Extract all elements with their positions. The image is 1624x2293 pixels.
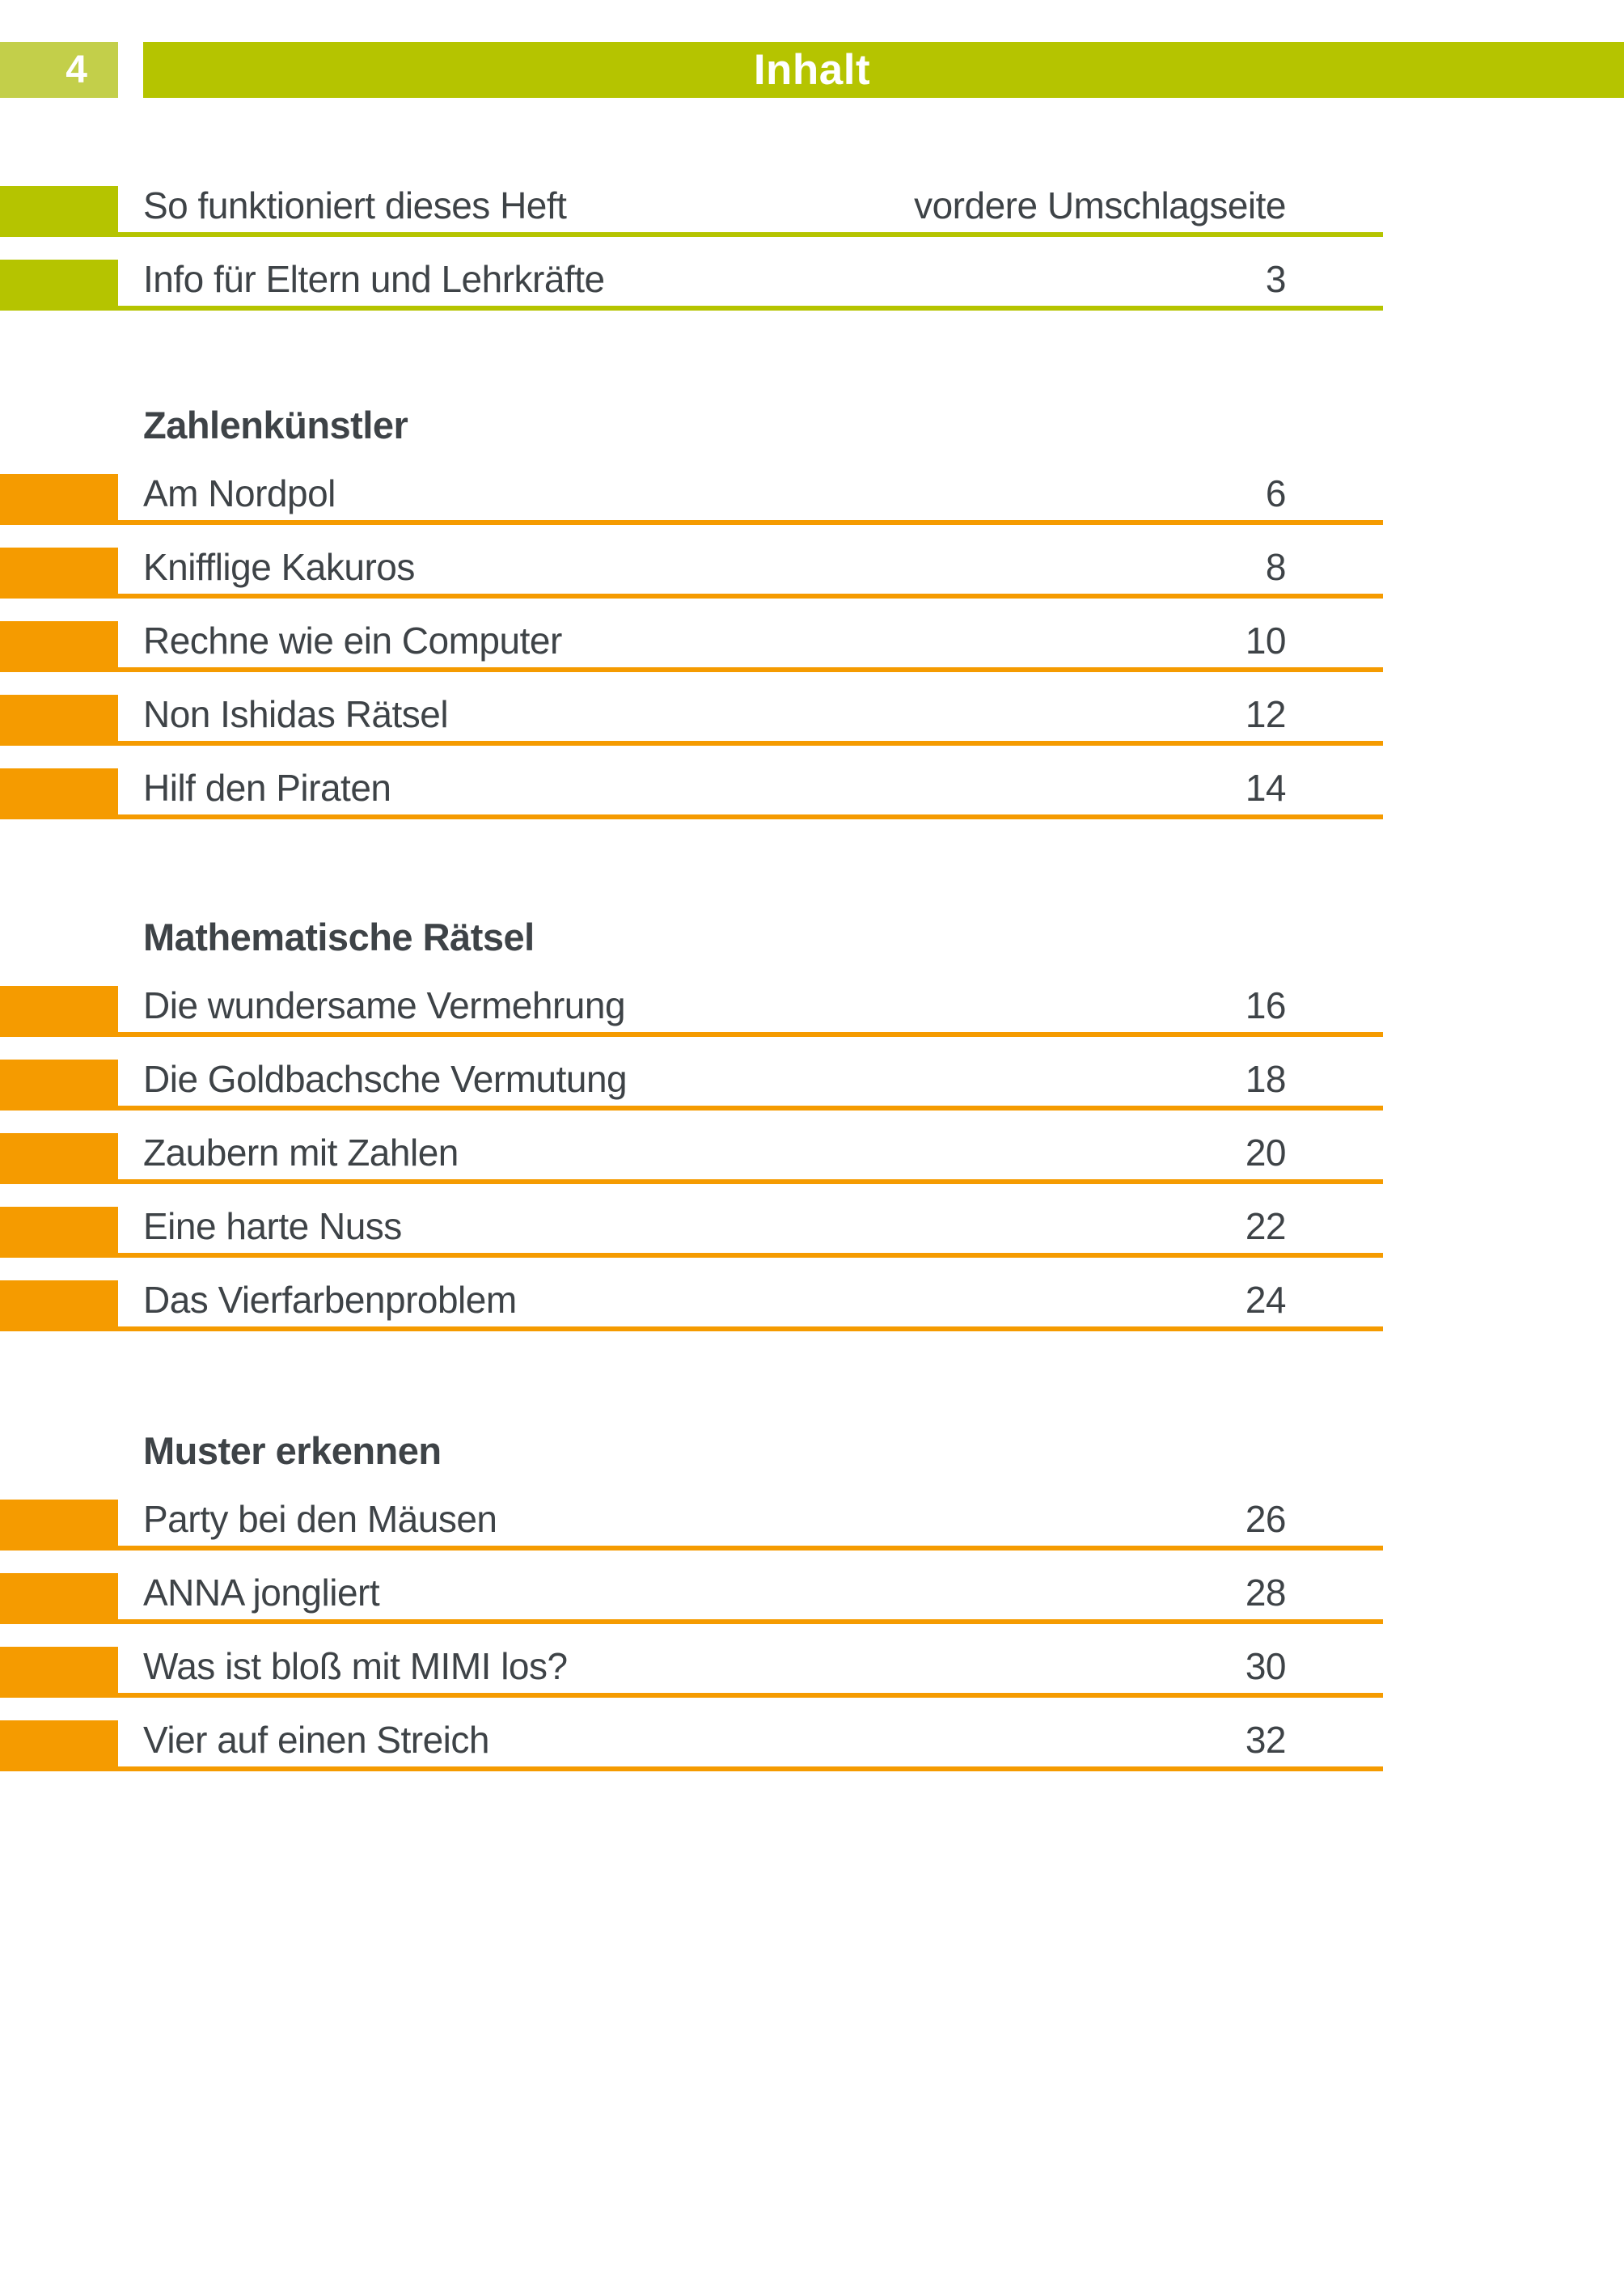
toc-entry-title: Party bei den Mäusen bbox=[143, 1498, 497, 1541]
row-underline bbox=[118, 232, 1383, 237]
row-marker bbox=[0, 768, 118, 819]
row-marker bbox=[0, 621, 118, 672]
section-heading: Muster erkennen bbox=[0, 1331, 1624, 1477]
row-underline bbox=[118, 814, 1383, 819]
toc-row: Das Vierfarbenproblem 24 bbox=[0, 1258, 1624, 1331]
toc-row: Zaubern mit Zahlen 20 bbox=[0, 1111, 1624, 1184]
toc-entry-title: Rechne wie ein Computer bbox=[143, 620, 562, 662]
toc-row: Am Nordpol 6 bbox=[0, 451, 1624, 525]
row-underline bbox=[118, 1106, 1383, 1111]
toc-entry-page: 20 bbox=[1245, 1132, 1287, 1174]
row-underline bbox=[118, 1032, 1383, 1037]
page-header: 4 Inhalt bbox=[0, 42, 1624, 98]
toc-entry-page: vordere Umschlagseite bbox=[914, 184, 1286, 227]
toc-row: Info für Eltern und Lehrkräfte 3 bbox=[0, 237, 1624, 311]
row-underline bbox=[118, 1619, 1383, 1624]
row-underline bbox=[118, 1326, 1383, 1331]
section-heading-text: Mathematische Rätsel bbox=[143, 916, 535, 959]
header-bar bbox=[143, 42, 1624, 98]
toc-row: Party bei den Mäusen 26 bbox=[0, 1477, 1624, 1551]
row-underline bbox=[118, 1546, 1383, 1551]
toc-row: Rechne wie ein Computer 10 bbox=[0, 599, 1624, 672]
row-marker bbox=[0, 260, 118, 311]
toc-row: Knifflige Kakuros 8 bbox=[0, 525, 1624, 599]
toc-row: ANNA jongliert 28 bbox=[0, 1551, 1624, 1624]
row-underline bbox=[118, 1253, 1383, 1258]
page-title: Inhalt bbox=[753, 46, 871, 94]
row-marker bbox=[0, 1573, 118, 1624]
row-underline bbox=[118, 741, 1383, 746]
toc-entry-title: Die wundersame Vermehrung bbox=[143, 984, 626, 1027]
toc-entry-title: Non Ishidas Rätsel bbox=[143, 693, 449, 736]
toc-entry-title: Am Nordpol bbox=[143, 472, 336, 515]
toc-entry-title: Was ist bloß mit MIMI los? bbox=[143, 1645, 568, 1688]
row-underline bbox=[118, 667, 1383, 672]
toc-row: Vier auf einen Streich 32 bbox=[0, 1698, 1624, 1771]
row-marker bbox=[0, 1133, 118, 1184]
toc-row: Die wundersame Vermehrung 16 bbox=[0, 963, 1624, 1037]
toc-row: Non Ishidas Rätsel 12 bbox=[0, 672, 1624, 746]
toc-entry-page: 6 bbox=[1265, 472, 1287, 515]
row-underline bbox=[118, 1766, 1383, 1771]
toc-entry-page: 14 bbox=[1245, 767, 1287, 810]
row-marker bbox=[0, 1720, 118, 1771]
row-marker bbox=[0, 1500, 118, 1551]
toc-entry-title: Eine harte Nuss bbox=[143, 1205, 402, 1248]
row-marker bbox=[0, 474, 118, 525]
row-underline bbox=[118, 1693, 1383, 1698]
toc-row: Eine harte Nuss 22 bbox=[0, 1184, 1624, 1258]
toc-entry-title: Die Goldbachsche Vermutung bbox=[143, 1058, 628, 1101]
toc-entry-page: 12 bbox=[1245, 693, 1287, 736]
toc-entry-title: Das Vierfarbenproblem bbox=[143, 1279, 517, 1322]
toc-entry-page: 30 bbox=[1245, 1645, 1287, 1688]
toc-entry-title: So funktioniert dieses Heft bbox=[143, 184, 567, 227]
row-marker bbox=[0, 1060, 118, 1111]
row-underline bbox=[118, 594, 1383, 599]
toc-entry-title: Vier auf einen Streich bbox=[143, 1719, 489, 1762]
row-underline bbox=[118, 1179, 1383, 1184]
row-underline bbox=[118, 306, 1383, 311]
row-marker bbox=[0, 548, 118, 599]
row-underline bbox=[118, 520, 1383, 525]
toc-row: So funktioniert dieses Heft vordere Umsc… bbox=[0, 163, 1624, 237]
row-marker bbox=[0, 186, 118, 237]
toc-row: Hilf den Piraten 14 bbox=[0, 746, 1624, 819]
row-marker bbox=[0, 1207, 118, 1258]
toc-entry-title: ANNA jongliert bbox=[143, 1572, 380, 1614]
toc-entry-page: 22 bbox=[1245, 1205, 1287, 1248]
toc-entry-title: Knifflige Kakuros bbox=[143, 546, 415, 589]
toc-entry-page: 8 bbox=[1265, 546, 1287, 589]
toc-entry-title: Hilf den Piraten bbox=[143, 767, 391, 810]
table-of-contents: So funktioniert dieses Heft vordere Umsc… bbox=[0, 163, 1624, 1771]
toc-entry-page: 26 bbox=[1245, 1498, 1287, 1541]
section-heading: Zahlenkünstler bbox=[0, 311, 1624, 451]
section-heading-text: Muster erkennen bbox=[143, 1429, 442, 1473]
toc-entry-page: 18 bbox=[1245, 1058, 1287, 1101]
toc-entry-page: 32 bbox=[1245, 1719, 1287, 1762]
toc-entry-page: 16 bbox=[1245, 984, 1287, 1027]
page-number-tab: 4 bbox=[0, 42, 118, 98]
toc-entry-page: 28 bbox=[1245, 1572, 1287, 1614]
section-heading-text: Zahlenkünstler bbox=[143, 404, 408, 447]
toc-entry-page: 10 bbox=[1245, 620, 1287, 662]
row-marker bbox=[0, 1280, 118, 1331]
toc-row: Die Goldbachsche Vermutung 18 bbox=[0, 1037, 1624, 1111]
toc-entry-title: Zaubern mit Zahlen bbox=[143, 1132, 459, 1174]
row-marker bbox=[0, 986, 118, 1037]
toc-entry-page: 24 bbox=[1245, 1279, 1287, 1322]
toc-entry-title: Info für Eltern und Lehrkräfte bbox=[143, 258, 605, 301]
row-marker bbox=[0, 1647, 118, 1698]
row-marker bbox=[0, 695, 118, 746]
toc-row: Was ist bloß mit MIMI los? 30 bbox=[0, 1624, 1624, 1698]
toc-entry-page: 3 bbox=[1265, 258, 1287, 301]
section-heading: Mathematische Rätsel bbox=[0, 819, 1624, 963]
